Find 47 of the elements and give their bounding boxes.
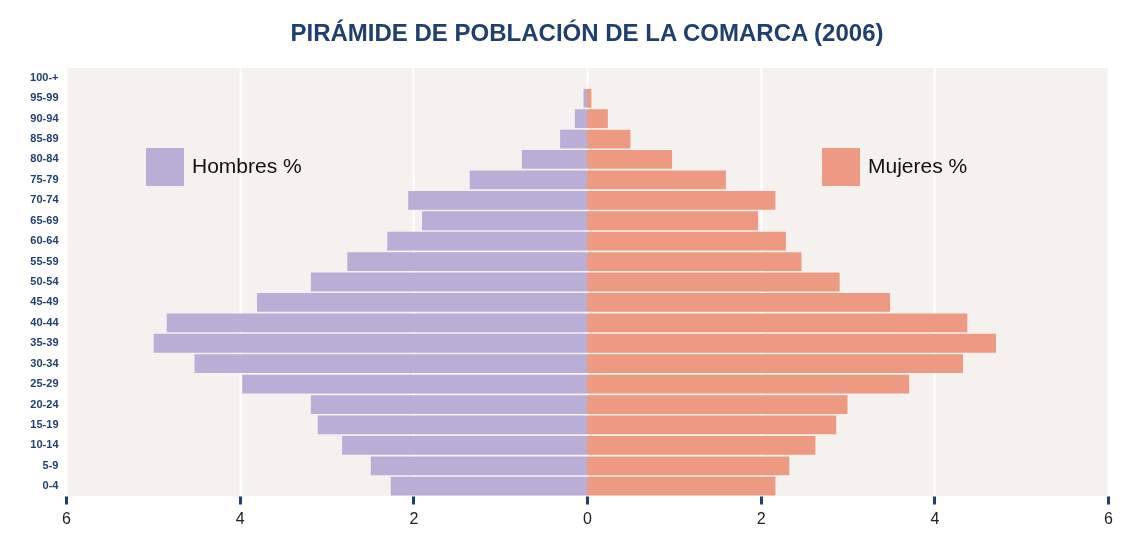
bar (242, 374, 587, 394)
bar (317, 415, 587, 435)
bar (587, 150, 673, 169)
x-tick-label: 0 (583, 509, 593, 527)
y-tick-label: 80-84 (30, 152, 60, 165)
bar (587, 272, 840, 292)
bar (521, 150, 587, 169)
y-tick-label: 50-54 (30, 275, 60, 287)
bar (587, 395, 848, 414)
y-tick-label: 55-59 (30, 254, 59, 267)
legend-label: Mujeres % (868, 154, 968, 177)
x-tick-label: 6 (1104, 509, 1114, 527)
y-tick-label: 5-9 (42, 458, 59, 471)
y-tick-label: 0-4 (42, 479, 60, 492)
legend-label: Hombres % (192, 154, 302, 177)
bar (587, 476, 776, 496)
bar (587, 415, 837, 435)
y-tick-label: 95-99 (30, 91, 59, 104)
y-tick-label: 20-24 (30, 397, 60, 410)
x-tick-label: 4 (930, 509, 940, 527)
bar (310, 272, 587, 292)
bar (310, 395, 587, 414)
y-tick-label: 85-89 (30, 132, 59, 145)
chart-title: PIRÁMIDE DE POBLACIÓN DE LA COMARCA (2006) (290, 19, 884, 46)
y-tick-label: 10-14 (30, 438, 60, 451)
y-tick-label: 35-39 (30, 336, 59, 349)
y-tick-label: 70-74 (30, 193, 60, 206)
bar (587, 170, 726, 190)
x-tick-label: 2 (756, 509, 766, 527)
y-tick-label: 60-64 (30, 234, 60, 247)
y-tick-label: 15-19 (30, 417, 59, 430)
bar (587, 374, 910, 394)
y-tick-label: 100-+ (30, 70, 59, 83)
bar (390, 476, 587, 496)
x-tick-label: 4 (235, 509, 245, 527)
bar (587, 129, 631, 149)
bar (560, 129, 587, 149)
y-tick-label: 40-44 (30, 315, 60, 328)
x-tick-label: 2 (409, 509, 419, 527)
x-tick-label: 6 (62, 509, 72, 527)
y-tick-label: 65-69 (30, 213, 59, 226)
y-tick-label: 45-49 (30, 295, 59, 308)
y-tick-label: 75-79 (30, 172, 59, 185)
y-tick-label: 90-94 (30, 111, 60, 124)
y-tick-label: 25-29 (30, 377, 59, 390)
bar (469, 170, 587, 190)
y-tick-label: 30-34 (30, 356, 60, 369)
